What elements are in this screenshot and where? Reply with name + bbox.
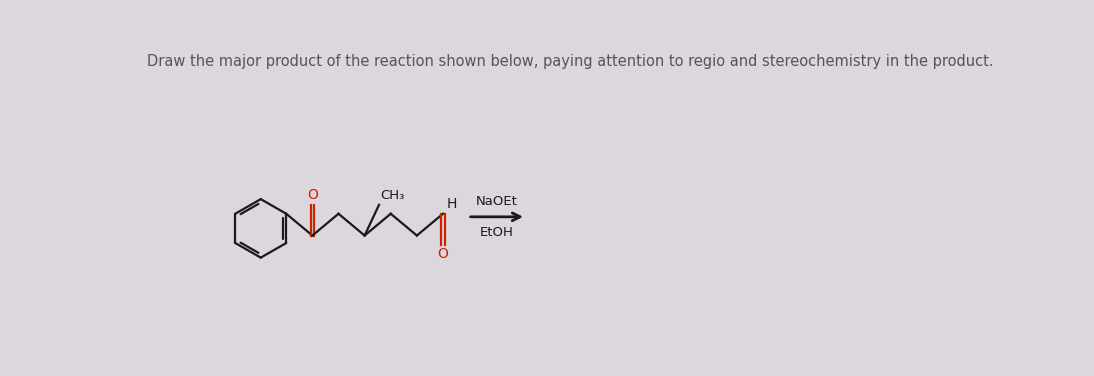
Text: Draw the major product of the reaction shown below, paying attention to regio an: Draw the major product of the reaction s… bbox=[147, 54, 993, 68]
Text: EtOH: EtOH bbox=[480, 226, 514, 239]
Text: NaOEt: NaOEt bbox=[476, 195, 517, 208]
Text: H: H bbox=[446, 197, 457, 211]
Text: O: O bbox=[307, 188, 318, 202]
Text: O: O bbox=[438, 247, 449, 261]
Text: CH₃: CH₃ bbox=[380, 189, 404, 202]
